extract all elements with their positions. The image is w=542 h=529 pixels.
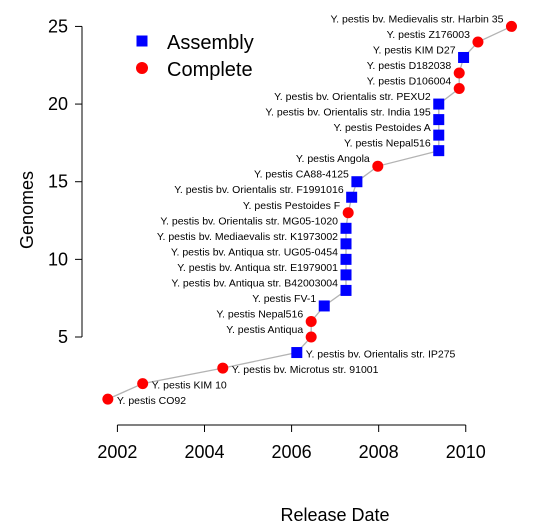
- point-label: Y. pestis CO92: [117, 395, 186, 407]
- complete-point: [472, 36, 484, 48]
- point-label: Y. pestis Z176003: [387, 29, 470, 41]
- y-tick-label: 20: [48, 94, 68, 114]
- point-label: Y. pestis Nepal516: [344, 138, 431, 150]
- point-label: Y. pestis D182038: [367, 60, 452, 72]
- y-tick-label: 15: [48, 172, 68, 192]
- assembly-point: [340, 238, 352, 250]
- point-label: Y. pestis bv. Orientalis str. F1991016: [174, 184, 344, 196]
- assembly-point: [458, 51, 470, 63]
- x-tick-label: 2010: [446, 442, 486, 462]
- point-label: Y. pestis Angola: [296, 153, 370, 165]
- assembly-point: [433, 98, 445, 110]
- y-axis-ticks: 5 10 15 20 25: [48, 16, 82, 347]
- assembly-point: [351, 176, 363, 188]
- point-label: Y. pestis bv. Medievalis str. Harbin 35: [331, 13, 504, 25]
- point-label: Y. pestis bv. Antiqua str. UG05-0454: [171, 246, 338, 258]
- point-label: Y. pestis Pestoides A: [333, 122, 430, 134]
- point-label: Y. pestis Pestoides F: [243, 200, 340, 212]
- assembly-point: [318, 300, 330, 312]
- assembly-point: [433, 129, 445, 141]
- y-tick-label: 25: [48, 16, 68, 36]
- y-tick-label: 5: [58, 327, 68, 347]
- complete-point: [342, 207, 354, 219]
- assembly-point: [340, 253, 352, 265]
- x-axis-title: Release Date: [280, 505, 389, 525]
- point-label: Y. pestis D106004: [367, 76, 452, 88]
- legend: Assembly Complete: [136, 32, 254, 81]
- point-label: Y. pestis KIM D27: [373, 44, 456, 56]
- assembly-point: [291, 347, 303, 359]
- point-label: Y. pestis FV-1: [252, 293, 316, 305]
- x-tick-label: 2006: [272, 442, 312, 462]
- point-label: Y. pestis bv. Orientalis str. India 195: [265, 107, 431, 119]
- point-labels: Y. pestis CO92 Y. pestis KIM 10 Y. pestis …: [117, 13, 504, 407]
- assembly-point: [433, 145, 445, 157]
- assembly-point: [340, 269, 352, 281]
- legend-assembly-label: Assembly: [167, 32, 254, 54]
- complete-point: [217, 362, 229, 374]
- x-tick-label: 2004: [184, 442, 224, 462]
- complete-point: [372, 160, 384, 172]
- point-label: Y. pestis bv. Microtus str. 91001: [232, 364, 379, 376]
- complete-point: [505, 20, 517, 32]
- complete-point: [453, 83, 465, 95]
- x-tick-label: 2008: [359, 442, 399, 462]
- point-label: Y. pestis bv. Orientalis str. PEXU2: [274, 91, 431, 103]
- complete-point: [102, 393, 114, 405]
- complete-point: [137, 378, 149, 390]
- point-label: Y. pestis Nepal516: [216, 308, 303, 320]
- assembly-point: [340, 222, 352, 234]
- point-label: Y. pestis bv. Orientalis str. MG05-1020: [160, 215, 338, 227]
- assembly-point: [433, 114, 445, 126]
- assembly-point: [346, 191, 358, 203]
- complete-point: [305, 331, 317, 343]
- legend-assembly-marker: [136, 35, 148, 47]
- assembly-point: [340, 284, 352, 296]
- x-axis-ticks: 2002 2004 2006 2008 2010: [97, 425, 486, 462]
- point-label: Y. pestis bv. Mediaevalis str. K1973002: [157, 231, 338, 243]
- point-label: Y. pestis CA88-4125: [254, 169, 349, 181]
- y-tick-label: 10: [48, 249, 68, 269]
- point-label: Y. pestis Antiqua: [226, 324, 303, 336]
- point-label: Y. pestis bv. Antiqua str. E1979001: [177, 262, 338, 274]
- complete-point: [453, 67, 465, 79]
- point-label: Y. pestis bv. Antiqua str. B42003004: [171, 277, 338, 289]
- legend-complete-marker: [136, 62, 148, 74]
- complete-point: [305, 315, 317, 327]
- point-label: Y. pestis bv. Orientalis str. IP275: [306, 349, 456, 361]
- legend-complete-label: Complete: [167, 59, 253, 81]
- y-axis-title: Genomes: [17, 171, 37, 249]
- point-label: Y. pestis KIM 10: [152, 380, 227, 392]
- x-tick-label: 2002: [97, 442, 137, 462]
- data-points: [102, 20, 517, 405]
